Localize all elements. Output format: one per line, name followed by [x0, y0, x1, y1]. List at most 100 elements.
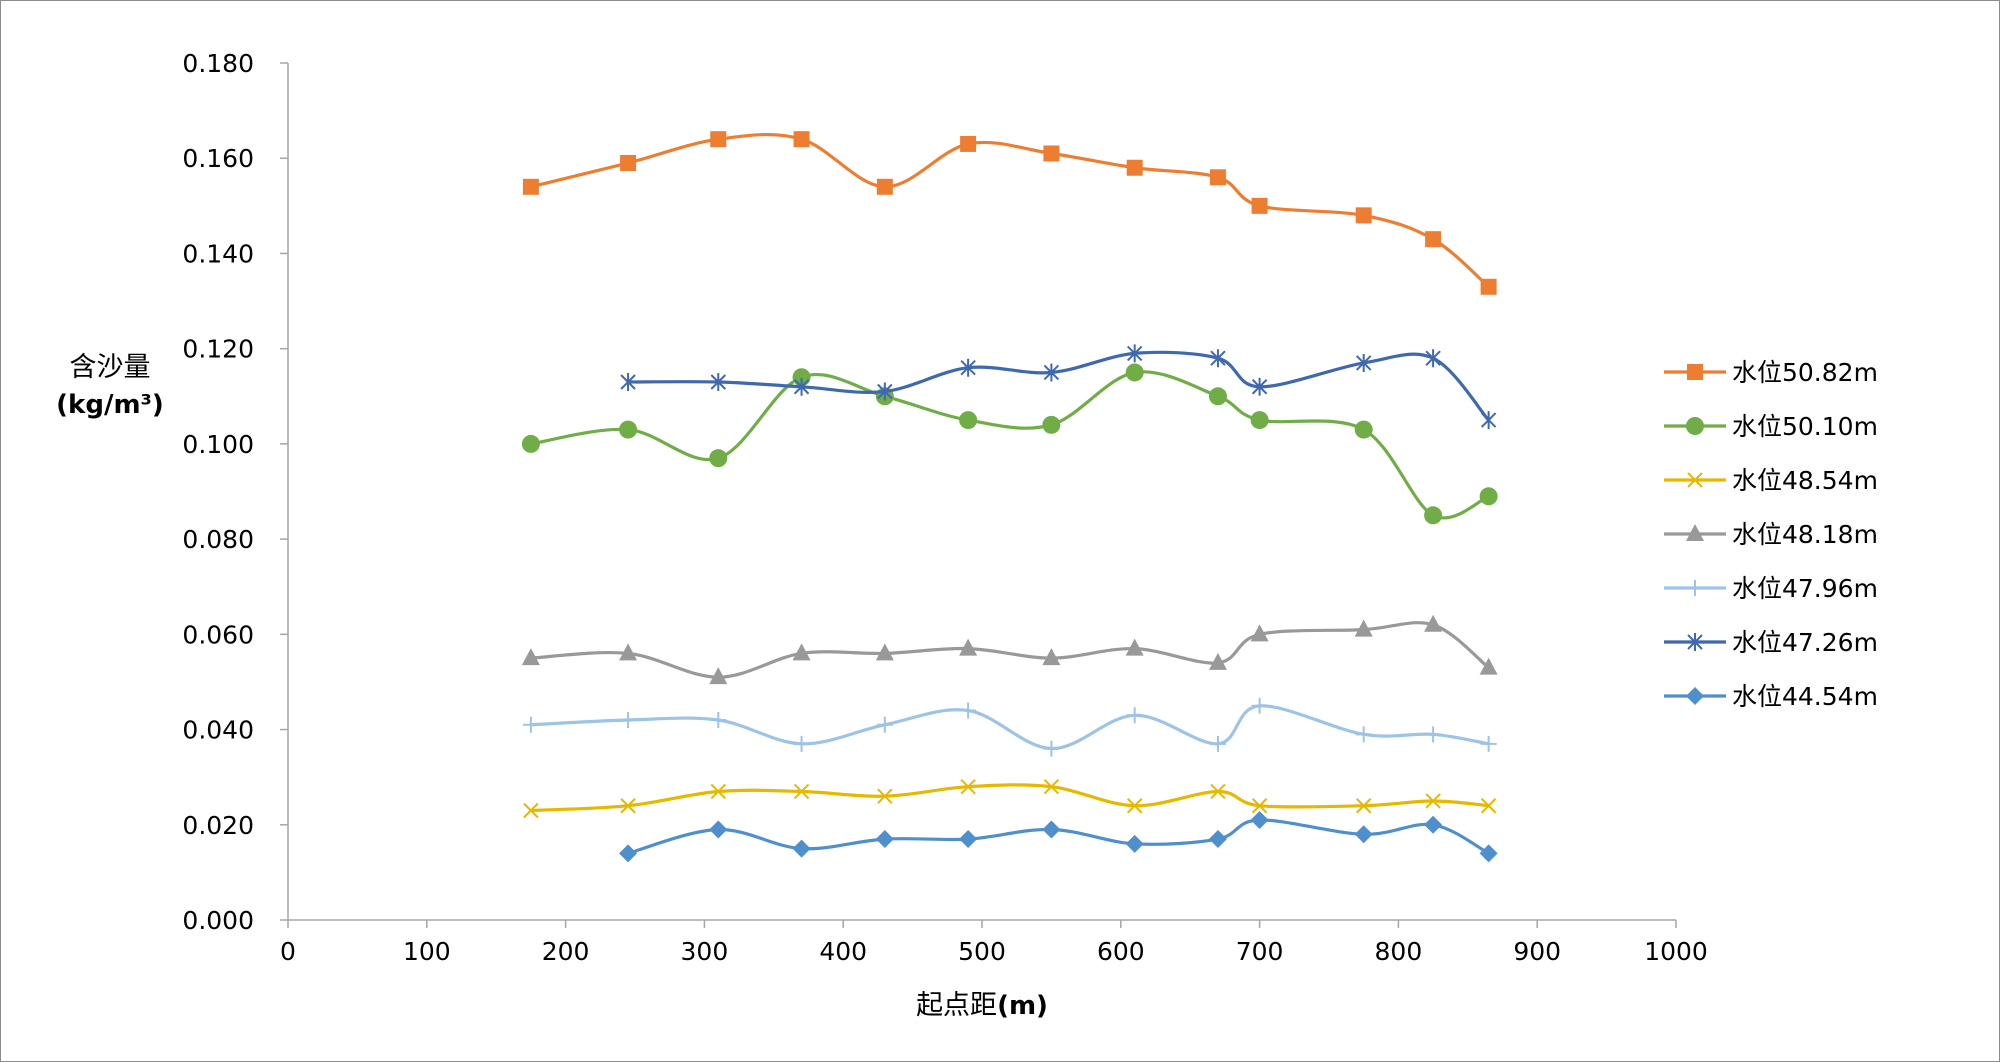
data-point [1354, 420, 1373, 439]
data-point [960, 778, 976, 795]
x-tick-label: 200 [542, 937, 590, 966]
data-point [619, 844, 638, 863]
data-point [792, 839, 811, 858]
y-tick-label: 0.080 [182, 525, 254, 554]
data-point [793, 131, 810, 148]
data-point [620, 798, 636, 814]
data-point [1126, 798, 1143, 814]
series-7 [619, 811, 1498, 863]
series-line [529, 370, 1491, 520]
x-ticks: 0 100 200 300 400 500 600 700 800 900 1000 [280, 920, 1708, 966]
data-point [793, 735, 810, 752]
data-point [1425, 793, 1441, 809]
data-point [521, 648, 540, 666]
data-point [709, 449, 728, 468]
data-point [1355, 726, 1372, 743]
series-line [626, 350, 1491, 422]
data-point [960, 135, 977, 152]
data-point [1210, 783, 1226, 800]
series-6 [620, 344, 1497, 430]
data-point [959, 638, 978, 656]
data-point [1424, 815, 1443, 834]
legend-label: 水位44.54m [1732, 682, 1878, 711]
data-point [1479, 844, 1498, 863]
data-point [1425, 231, 1442, 248]
legend-item: 水位48.18m [1664, 520, 1878, 549]
data-point [1043, 145, 1060, 162]
series-line [529, 783, 1491, 813]
data-point [1355, 798, 1372, 814]
data-point [1355, 353, 1372, 372]
legend-item: 水位48.54m [1664, 466, 1878, 495]
legend-label: 水位50.10m [1732, 412, 1878, 441]
legend-item: 水位47.96m [1664, 574, 1878, 603]
data-point [619, 420, 638, 439]
data-point [710, 783, 726, 800]
data-point [792, 643, 811, 661]
data-point [1210, 349, 1226, 368]
data-point [1424, 506, 1443, 525]
data-point [793, 377, 810, 396]
data-point [1208, 830, 1227, 849]
data-point [710, 372, 726, 391]
x-tick-label: 1000 [1644, 937, 1708, 966]
data-point [1480, 278, 1497, 295]
legend-label: 水位47.26m [1732, 628, 1878, 657]
legend-label: 水位48.54m [1732, 466, 1878, 495]
legend-label: 水位48.18m [1732, 520, 1878, 549]
legend-label: 水位50.82m [1732, 358, 1878, 387]
data-point [1251, 697, 1268, 714]
data-point [1208, 387, 1227, 406]
legend-item: 水位50.82m [1664, 358, 1878, 387]
data-point [1425, 726, 1442, 743]
data-point [1250, 811, 1269, 830]
data-point [1251, 377, 1268, 396]
series-3 [523, 778, 1497, 819]
data-point [960, 702, 977, 719]
y-tick-label: 0.040 [182, 716, 254, 745]
x-axis-title: 起点距(m) [916, 990, 1048, 1021]
data-point [523, 802, 539, 819]
x-tick-label: 300 [681, 937, 729, 966]
x-tick-label: 800 [1375, 937, 1423, 966]
data-point [877, 788, 893, 804]
data-point [1208, 652, 1227, 670]
y-axis-title-line2: (kg/m³) [56, 390, 164, 420]
legend: 水位50.82m 水位50.10m 水位48.54m 水位48.18m 水位47.96m… [1664, 358, 1878, 711]
data-point [960, 358, 976, 377]
axes [287, 63, 1676, 921]
data-point [1043, 740, 1060, 757]
series-2 [521, 363, 1498, 525]
legend-label: 水位47.96m [1732, 574, 1878, 603]
legend-marker [1686, 687, 1704, 705]
data-point [521, 434, 540, 453]
data-point [1125, 638, 1144, 656]
data-point [959, 830, 978, 849]
data-point [877, 382, 893, 401]
data-point [620, 154, 637, 171]
data-point [1126, 344, 1143, 363]
data-point [1126, 159, 1143, 176]
data-point [1125, 363, 1144, 382]
y-tick-label: 0.100 [182, 430, 254, 459]
data-point [1354, 619, 1373, 637]
data-point [875, 830, 894, 849]
x-tick-label: 600 [1097, 937, 1145, 966]
data-point [1354, 825, 1373, 844]
data-point [1251, 798, 1268, 814]
data-point [522, 178, 539, 195]
legend-item: 水位44.54m [1664, 682, 1878, 711]
data-point [1126, 707, 1143, 724]
legend-item: 水位47.26m [1664, 628, 1878, 657]
series-line [529, 704, 1491, 751]
data-point [1209, 735, 1226, 752]
series-5 [522, 697, 1497, 757]
data-point [875, 643, 894, 661]
series-4 [521, 614, 1498, 685]
data-point [522, 716, 539, 733]
y-axis-title: 含沙量 (kg/m³) [56, 352, 164, 420]
y-tick-label: 0.020 [182, 811, 254, 840]
legend-marker [1687, 472, 1703, 488]
x-axis-title-main: 起点距 [916, 990, 997, 1021]
legend-item: 水位50.10m [1664, 412, 1878, 441]
